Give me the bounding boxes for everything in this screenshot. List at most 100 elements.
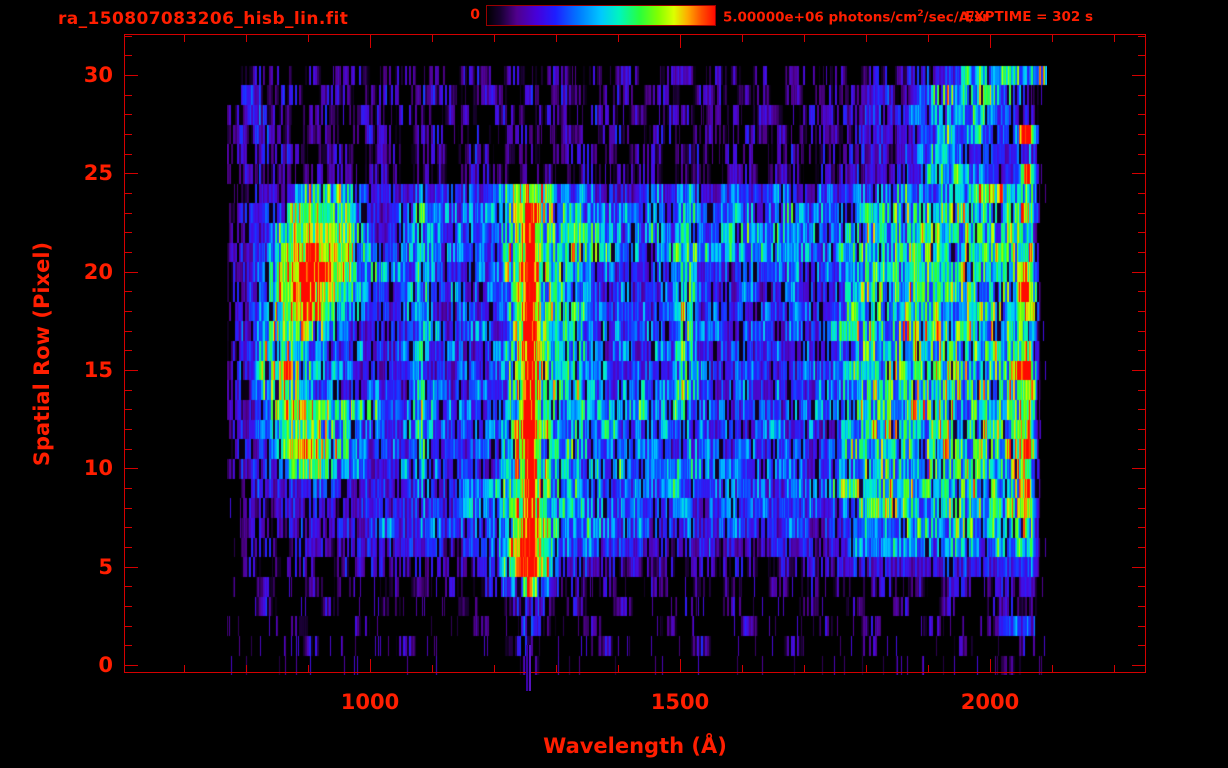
y-tick-minor-29-right [1138,95,1145,96]
x-tick-minor-700 [184,35,185,42]
y-tick-minor-9-right [1138,488,1145,489]
y-tick-minor-14-right [1138,390,1145,391]
y-tick-label-20: 20 [83,260,113,284]
y-tick-minor-16 [125,350,132,351]
y-tick-minor-11 [125,449,132,450]
x-tick-minor-2100 [1052,35,1053,42]
x-tick-minor-900 [308,35,309,42]
x-tick-major-1500 [680,35,681,48]
x-tick-minor-1200 [494,35,495,42]
x-tick-minor-1100-bottom [432,665,433,672]
x-tick-minor-1700-bottom [804,665,805,672]
y-tick-minor-21-right [1138,252,1145,253]
y-tick-major-5 [125,567,138,568]
exptime-label: EXPTIME = 302 s [965,9,1094,25]
y-tick-minor-18-right [1138,311,1145,312]
y-tick-minor-11-right [1138,449,1145,450]
y-tick-minor-6-right [1138,547,1145,548]
colorbar-units-sup: 2 [917,9,924,19]
y-tick-minor-2 [125,626,132,627]
y-tick-minor-26-right [1138,154,1145,155]
emission-line-tail [526,645,533,691]
y-tick-major-5-right [1132,567,1145,568]
y-tick-major-25-right [1132,173,1145,174]
y-tick-minor-17-right [1138,331,1145,332]
y-tick-label-0: 0 [98,653,113,677]
y-axis-label: Spatial Row (Pixel) [30,241,54,467]
y-tick-minor-7 [125,527,132,528]
x-tick-minor-1900 [928,35,929,42]
y-tick-label-25: 25 [83,161,113,185]
y-tick-minor-3 [125,606,132,607]
colorbar-units-pre: 5.00000e+06 photons/cm [723,9,918,26]
y-tick-minor-26 [125,154,132,155]
y-tick-minor-4-right [1138,586,1145,587]
x-tick-minor-1700 [804,35,805,42]
y-tick-minor-32 [125,36,132,37]
y-tick-label-5: 5 [98,555,113,579]
y-tick-minor-7-right [1138,527,1145,528]
y-tick-major-0-right [1132,665,1145,666]
x-tick-major-1500-bottom [680,659,681,672]
y-tick-minor-1-right [1138,645,1145,646]
x-tick-label-1500: 1500 [650,690,710,714]
y-tick-major-15 [125,370,138,371]
y-tick-minor-4 [125,586,132,587]
y-tick-minor-19-right [1138,291,1145,292]
y-tick-minor-13-right [1138,409,1145,410]
y-tick-minor-3-right [1138,606,1145,607]
x-tick-minor-900-bottom [308,665,309,672]
y-tick-minor-23 [125,213,132,214]
y-tick-major-20 [125,272,138,273]
y-tick-major-30 [125,75,138,76]
y-tick-label-15: 15 [83,358,113,382]
colorbar-min-label: 0 [470,7,480,23]
y-tick-minor-29 [125,95,132,96]
y-tick-major-15-right [1132,370,1145,371]
x-tick-minor-800-bottom [246,665,247,672]
y-tick-minor-31 [125,55,132,56]
y-tick-major-20-right [1132,272,1145,273]
y-tick-minor-28 [125,114,132,115]
plot-frame [124,34,1146,673]
y-tick-minor-23-right [1138,213,1145,214]
x-tick-major-2000 [990,35,991,48]
y-tick-major-10 [125,468,138,469]
y-tick-minor-9 [125,488,132,489]
x-tick-minor-2100-bottom [1052,665,1053,672]
x-tick-minor-1900-bottom [928,665,929,672]
y-tick-major-10-right [1132,468,1145,469]
x-tick-minor-2200 [1114,35,1115,42]
x-tick-minor-1300-bottom [556,665,557,672]
y-tick-minor-17 [125,331,132,332]
y-tick-minor-24 [125,193,132,194]
y-tick-minor-21 [125,252,132,253]
x-tick-minor-1300 [556,35,557,42]
y-tick-major-30-right [1132,75,1145,76]
y-tick-minor-12-right [1138,429,1145,430]
y-tick-minor-1 [125,645,132,646]
x-tick-minor-1400 [618,35,619,42]
y-tick-minor-8-right [1138,508,1145,509]
heatmap-canvas [227,63,1047,675]
x-tick-major-2000-bottom [990,659,991,672]
x-tick-minor-1800 [866,35,867,42]
colorbar-gradient [486,5,716,26]
colorbar-max-label: 5.00000e+06 photons/cm2/sec/A/sr [723,9,989,26]
y-tick-minor-18 [125,311,132,312]
x-axis-label: Wavelength (Å) [543,734,727,758]
y-tick-label-10: 10 [83,456,113,480]
y-tick-major-25 [125,173,138,174]
x-tick-minor-1600 [742,35,743,42]
y-tick-minor-31-right [1138,55,1145,56]
y-tick-minor-22 [125,232,132,233]
y-tick-minor-24-right [1138,193,1145,194]
x-tick-minor-2200-bottom [1114,665,1115,672]
x-tick-minor-1100 [432,35,433,42]
y-tick-minor-27 [125,134,132,135]
x-tick-minor-1600-bottom [742,665,743,672]
y-tick-minor-19 [125,291,132,292]
y-tick-label-30: 30 [83,63,113,87]
y-tick-minor-28-right [1138,114,1145,115]
